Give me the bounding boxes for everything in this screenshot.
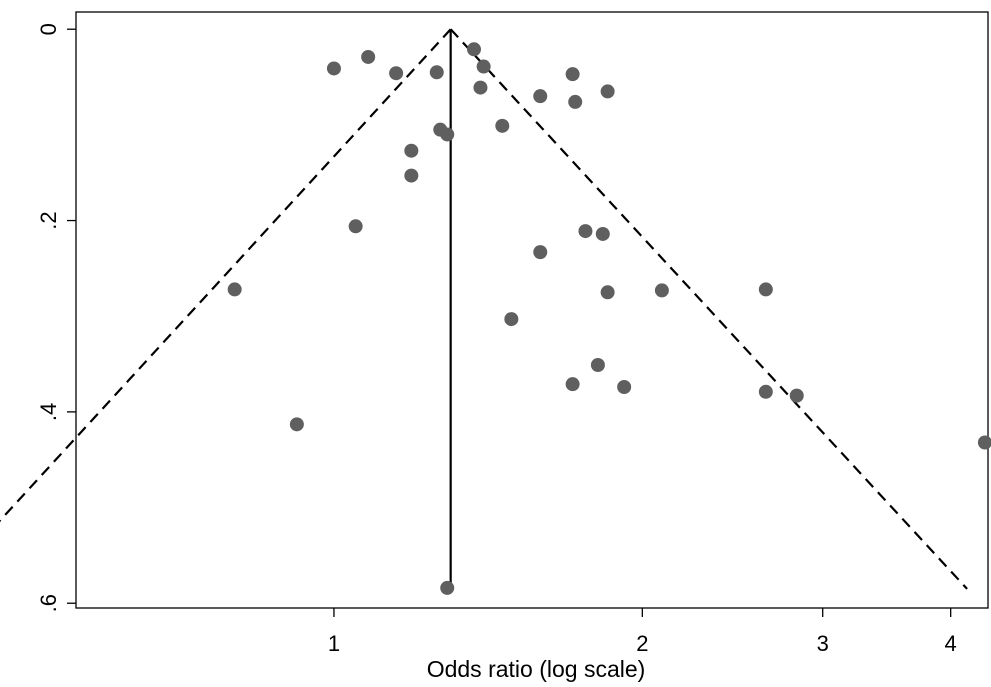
study-point (504, 312, 519, 327)
study-point (289, 417, 304, 432)
study-point (654, 283, 669, 298)
y-tick-label: .2 (36, 211, 61, 229)
funnel-limit-left-line (0, 28, 452, 523)
study-point (595, 226, 610, 241)
study-point (758, 282, 773, 297)
study-point (578, 224, 593, 239)
study-point (476, 59, 491, 74)
study-point (440, 127, 455, 142)
y-tick-label: 0 (36, 23, 61, 35)
x-axis-title: Odds ratio (log scale) (427, 656, 646, 682)
funnel-limit-right-line (449, 28, 968, 590)
study-point (389, 66, 404, 81)
plot-area (75, 11, 989, 609)
y-tick-label: .4 (36, 403, 61, 421)
study-point (565, 377, 580, 392)
y-axis: 0 .2 .4 .6 (36, 23, 76, 612)
reference-lines (0, 28, 968, 590)
study-point (600, 84, 615, 99)
x-tick-label: 2 (636, 631, 648, 656)
study-point (758, 384, 773, 399)
plot-frame (75, 11, 989, 609)
x-axis: 1 2 3 4 (328, 608, 957, 656)
study-point (348, 219, 363, 234)
study-point (789, 388, 804, 403)
study-point (565, 67, 580, 82)
x-tick-label: 4 (945, 631, 957, 656)
study-point (977, 435, 991, 450)
study-point (467, 42, 482, 57)
study-point (590, 358, 605, 373)
study-point (361, 49, 376, 64)
study-point (404, 143, 419, 158)
study-point (600, 285, 615, 300)
y-tick-label: .6 (36, 594, 61, 612)
study-point (568, 94, 583, 109)
study-point (440, 580, 455, 595)
study-point (227, 282, 242, 297)
study-point (404, 168, 419, 183)
study-point (533, 89, 548, 104)
data-points (227, 42, 991, 595)
x-tick-label: 3 (817, 631, 829, 656)
study-point (617, 380, 632, 395)
x-tick-label: 1 (328, 631, 340, 656)
study-point (533, 245, 548, 260)
study-point (495, 118, 510, 133)
study-point (473, 80, 488, 95)
study-point (326, 61, 341, 76)
study-point (429, 65, 444, 80)
